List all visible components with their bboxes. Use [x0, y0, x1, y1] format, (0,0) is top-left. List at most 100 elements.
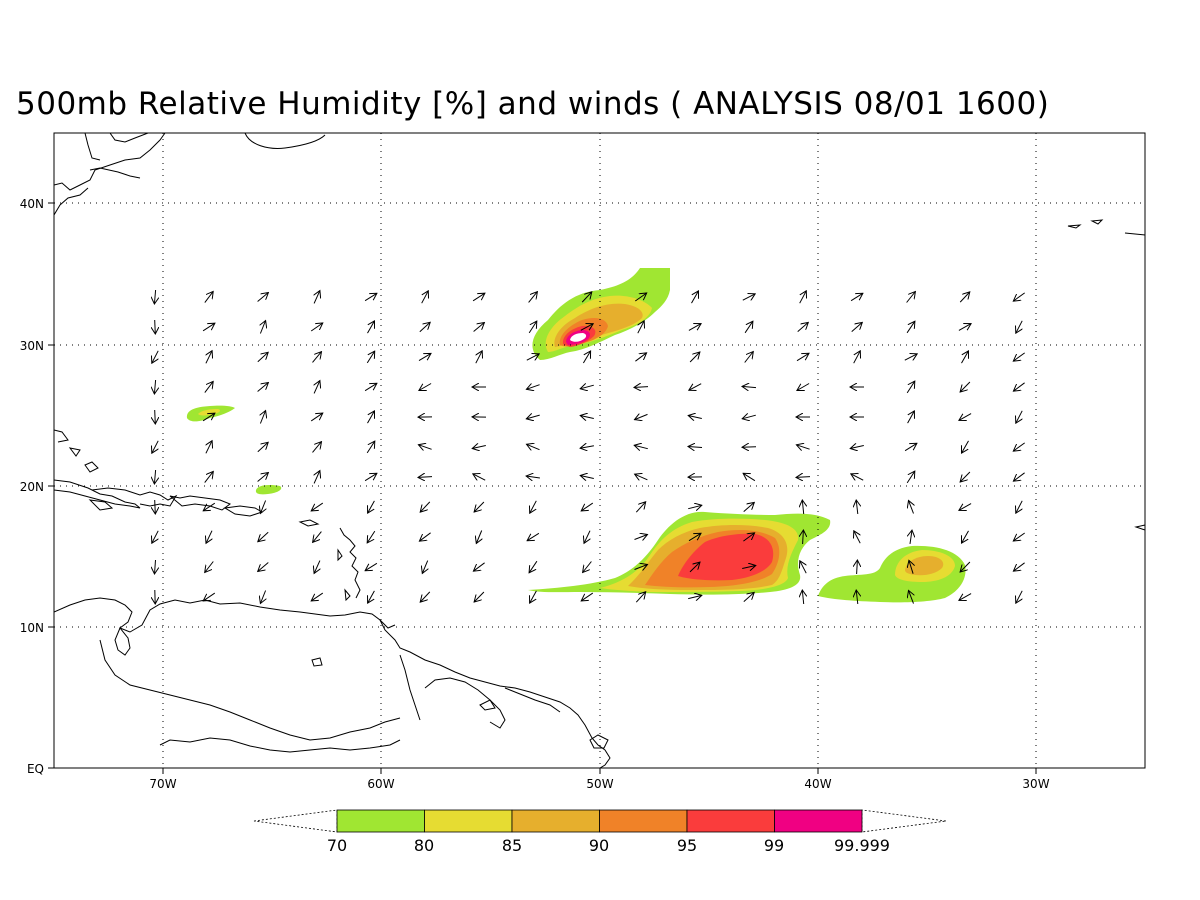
wind-arrow — [474, 591, 485, 602]
colorbar-label: 95 — [677, 836, 697, 855]
plot-area — [54, 133, 1145, 768]
wind-arrow — [635, 293, 646, 302]
wind-arrow — [635, 353, 646, 362]
wind-arrow — [258, 531, 269, 541]
wind-arrow — [206, 530, 212, 544]
wind-arrow — [154, 469, 155, 484]
wind-arrow — [202, 413, 215, 422]
wind-arrow — [959, 503, 972, 511]
wind-arrow — [581, 292, 592, 303]
wind-arrow — [688, 447, 703, 448]
wind-arrow — [856, 590, 858, 605]
wind-arrow — [152, 350, 159, 363]
wind-arrow — [257, 442, 268, 453]
wind-arrow — [1013, 382, 1025, 391]
wind-arrow — [422, 560, 427, 574]
wind-arrow — [473, 323, 485, 332]
wind-arrow — [527, 532, 540, 540]
wind-arrow — [260, 411, 265, 424]
humidity-fill-east — [818, 545, 966, 603]
wind-arrow — [742, 415, 756, 419]
wind-arrow — [634, 565, 648, 570]
wind-arrow — [472, 446, 486, 449]
lon-tick-label: 60W — [367, 777, 394, 791]
wind-arrow — [310, 323, 323, 332]
wind-arrow — [310, 413, 323, 422]
wind-arrow — [314, 471, 320, 484]
wind-arrow — [257, 473, 269, 482]
wind-arrow — [257, 383, 269, 392]
wind-arrow — [906, 471, 915, 484]
wind-arrow — [204, 291, 213, 303]
wind-arrow — [205, 561, 214, 573]
wind-arrow — [155, 319, 156, 334]
wind-arrow — [635, 414, 648, 419]
wind-arrow — [206, 351, 212, 364]
colorbar-swatch — [686, 809, 775, 833]
wind-arrow — [797, 322, 809, 332]
wind-arrow — [420, 501, 431, 512]
wind-arrow — [1016, 590, 1023, 603]
wind-arrow — [528, 321, 537, 334]
plot-frame — [53, 132, 1146, 769]
lon-tick-label: 70W — [149, 777, 176, 791]
wind-arrow — [473, 562, 485, 571]
wind-arrow — [689, 562, 700, 573]
wind-arrow — [797, 383, 810, 391]
wind-arrow — [691, 291, 699, 304]
wind-arrow — [583, 561, 592, 573]
wind-arrow — [958, 324, 971, 331]
colorbar-label: 99.999 — [834, 836, 890, 855]
wind-arrow — [154, 379, 155, 394]
wind-arrow — [581, 592, 594, 601]
wind-arrow — [959, 593, 972, 601]
wind-arrow — [688, 595, 702, 598]
wind-arrow — [1013, 472, 1025, 481]
wind-arrow — [368, 590, 375, 603]
wind-arrow — [526, 385, 540, 390]
wind-arrow — [418, 353, 431, 362]
wind-arrow — [904, 354, 917, 361]
wind-arrow — [526, 354, 539, 361]
colorbar: 70 80 85 90 95 99 99.999 — [253, 809, 947, 855]
wind-arrow — [580, 416, 594, 419]
wind-arrow — [530, 590, 537, 603]
wind-arrow — [472, 293, 485, 302]
lon-axis: 70W 60W 50W 40W 30W — [149, 768, 1050, 791]
wind-arrow — [260, 590, 265, 604]
colorbar-swatch — [511, 809, 600, 833]
wind-arrow — [857, 560, 858, 575]
wind-arrow — [311, 592, 324, 601]
wind-arrow — [688, 324, 701, 331]
wind-arrow — [204, 381, 213, 393]
humidity-fill-north — [532, 268, 670, 360]
wind-arrow — [154, 289, 155, 304]
wind-arrow — [796, 353, 809, 362]
wind-arrow — [689, 352, 700, 363]
wind-arrow — [634, 387, 649, 388]
wind-arrow — [635, 592, 645, 603]
wind-arrow — [909, 560, 913, 574]
wind-arrow — [1016, 500, 1023, 513]
wind-arrow — [527, 444, 540, 449]
wind-arrow — [367, 321, 375, 334]
wind-arrow — [582, 351, 590, 364]
lon-tick-label: 50W — [586, 777, 613, 791]
wind-arrow — [634, 445, 648, 448]
wind-arrow — [526, 476, 540, 478]
wind-arrow — [959, 413, 972, 421]
colorbar-label: 90 — [589, 836, 609, 855]
wind-arrow — [688, 505, 702, 508]
wind-arrow — [367, 411, 375, 424]
wind-arrow — [1013, 442, 1025, 451]
wind-arrow — [909, 590, 914, 604]
wind-arrow — [960, 381, 971, 392]
wind-arrow — [962, 530, 969, 543]
wind-arrow — [580, 446, 594, 448]
wind-arrow — [312, 442, 322, 453]
wind-arrow — [959, 292, 970, 303]
lat-tick-label: EQ — [27, 762, 44, 776]
wind-arrow — [637, 321, 644, 334]
wind-arrow — [803, 530, 804, 545]
